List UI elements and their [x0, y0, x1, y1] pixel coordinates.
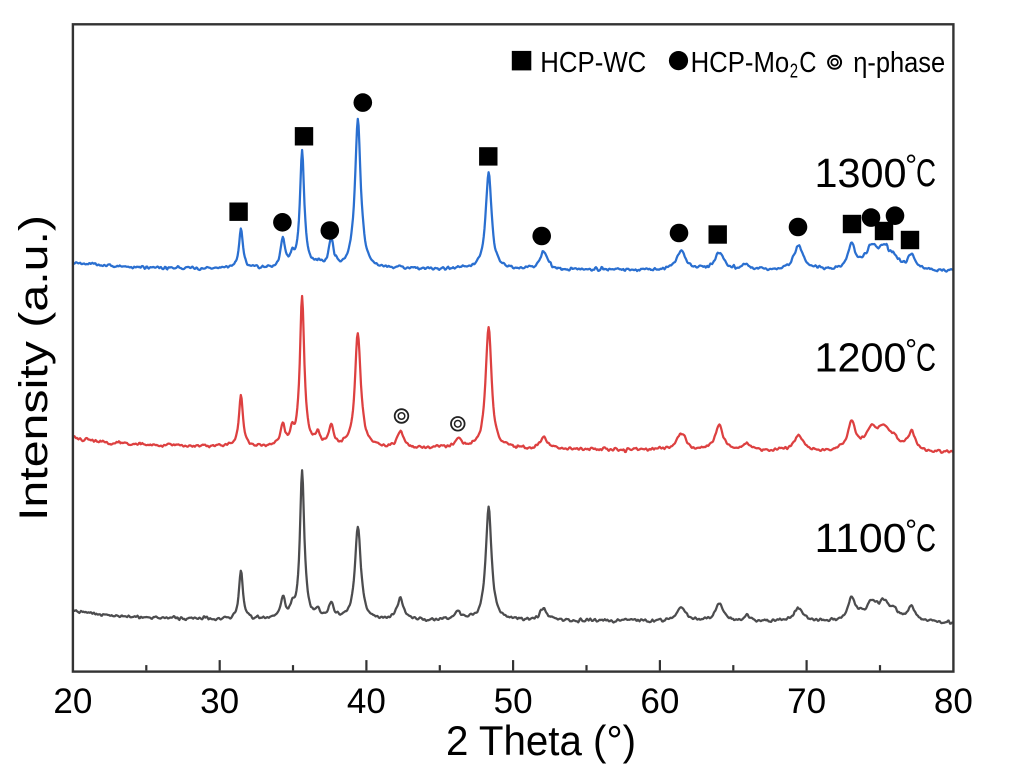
svg-text:70: 70: [787, 682, 826, 721]
svg-text:1300: 1300: [815, 150, 907, 196]
svg-text:50: 50: [494, 682, 533, 721]
svg-text:C: C: [916, 337, 936, 380]
svg-text:η-phase: η-phase: [853, 47, 945, 79]
svg-text:C: C: [916, 152, 936, 195]
svg-text:30: 30: [200, 682, 239, 721]
svg-text:80: 80: [934, 682, 973, 721]
svg-text:60: 60: [640, 682, 679, 721]
svg-text:C: C: [799, 47, 816, 79]
svg-text:HCP-Mo: HCP-Mo: [691, 47, 790, 79]
svg-text:20: 20: [53, 682, 92, 721]
svg-text:HCP-WC: HCP-WC: [540, 47, 646, 79]
svg-text:1200: 1200: [815, 335, 907, 381]
svg-text:2: 2: [790, 61, 798, 83]
svg-text:40: 40: [347, 682, 386, 721]
svg-text:C: C: [916, 517, 936, 560]
svg-text:1100: 1100: [815, 515, 907, 561]
svg-text:2 Theta (°): 2 Theta (°): [446, 717, 636, 764]
svg-text:Intensity (a.u.): Intensity (a.u.): [12, 215, 56, 521]
